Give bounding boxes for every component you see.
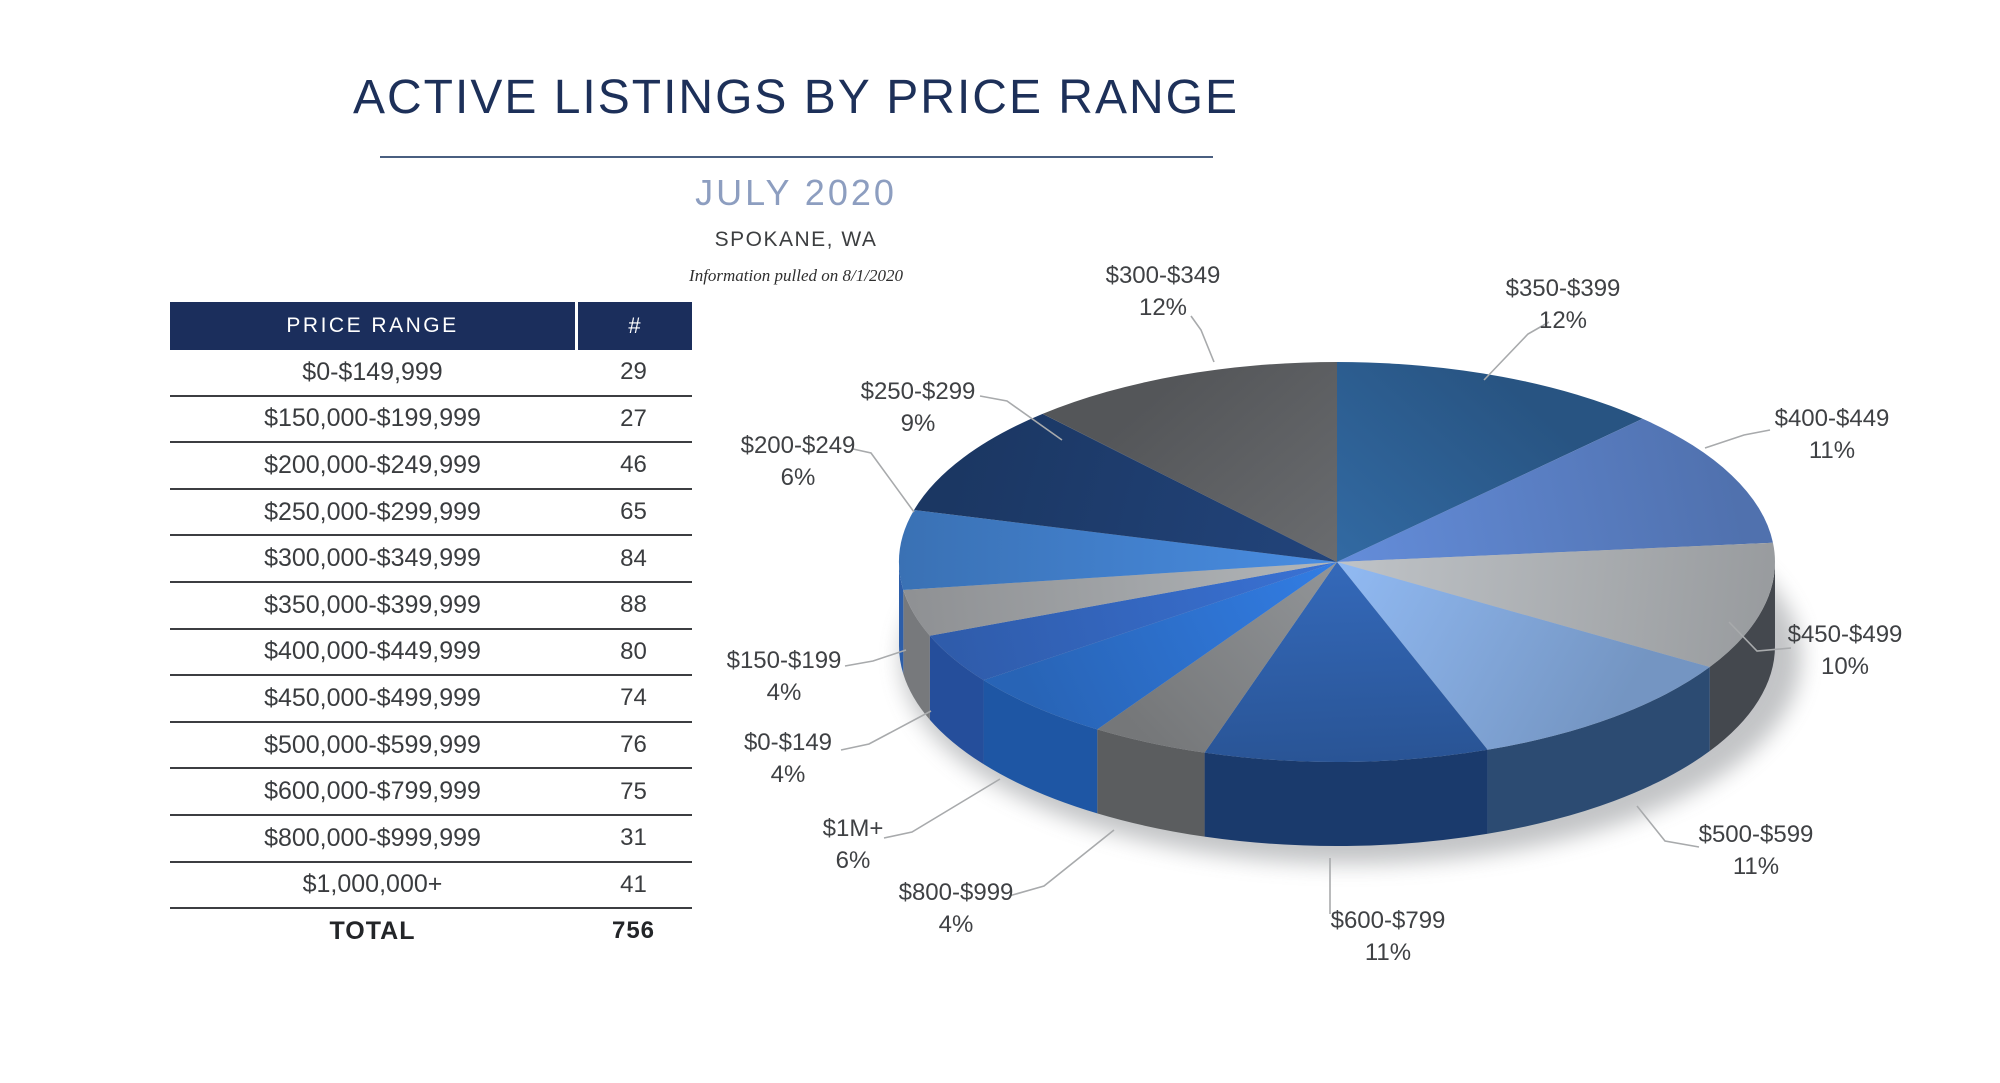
pie-label: $0-$149 4% (744, 729, 832, 788)
pie-slice (929, 562, 1337, 681)
pie-label: $450-$499 10% (1788, 621, 1903, 680)
cell-price-range: $500,000-$599,999 (264, 730, 481, 759)
table-row: $200,000-$249,999 46 (170, 443, 692, 490)
table-row: $1,000,000+ 41 (170, 863, 692, 910)
cell-price-range: $200,000-$249,999 (264, 450, 481, 479)
pie-leader-line (852, 448, 915, 513)
title-underline (380, 156, 1213, 158)
pie-slice (1337, 362, 1643, 562)
pie-label: $150-$199 4% (727, 647, 842, 706)
cell-count: 74 (620, 684, 647, 712)
pie-label: $250-$299 9% (861, 378, 976, 437)
pie-leader-line (883, 778, 1001, 839)
table-row: $600,000-$799,999 75 (170, 769, 692, 816)
pie-slice-rim (1709, 562, 1775, 752)
pie-leader-line (979, 395, 1063, 441)
pie-label: $350-$399 12% (1506, 275, 1621, 334)
pie-leader-line (1704, 429, 1771, 449)
table-total-row: TOTAL 756 (170, 909, 692, 954)
pie-slice-rim (929, 635, 984, 765)
cell-price-range: $150,000-$199,999 (264, 404, 481, 433)
cell-count: 29 (620, 358, 647, 386)
table-row: $0-$149,999 29 (170, 350, 692, 397)
subtitle-month: JULY 2020 (695, 172, 897, 213)
pie-slice-rim (1204, 749, 1488, 846)
pie-slice (1337, 562, 1710, 750)
pie-leader-line (1636, 805, 1700, 848)
pie-label: $600-$799 11% (1331, 907, 1446, 966)
pie-slice (903, 562, 1337, 636)
table-row: $150,000-$199,999 27 (170, 397, 692, 444)
cell-price-range: $250,000-$299,999 (264, 497, 481, 526)
cell-count: 27 (620, 404, 647, 432)
total-value: 756 (611, 917, 656, 945)
pie-slice (1337, 542, 1775, 668)
cell-count: 76 (620, 731, 647, 759)
cell-price-range: $600,000-$799,999 (264, 777, 481, 806)
location-label: SPOKANE, WA (714, 228, 878, 251)
table-header-row: PRICE RANGE # (170, 302, 692, 350)
pie-leader-line (1483, 321, 1550, 381)
table-header-price-range: PRICE RANGE (286, 314, 459, 337)
table-row: $500,000-$599,999 76 (170, 723, 692, 770)
page-title: ACTIVE LISTINGS BY PRICE RANGE (353, 71, 1239, 124)
cell-count: 84 (620, 544, 647, 572)
cell-price-range: $350,000-$399,999 (264, 590, 481, 619)
cell-price-range: $1,000,000+ (302, 870, 443, 899)
pie-label: $300-$349 12% (1106, 262, 1221, 321)
pie-slice (983, 562, 1337, 730)
pie-label: $500-$599 11% (1699, 821, 1814, 880)
cell-count: 31 (620, 824, 647, 852)
cell-count: 88 (620, 591, 647, 619)
cell-count: 75 (620, 777, 647, 805)
cell-price-range: $300,000-$349,999 (264, 544, 481, 573)
cell-count: 41 (620, 870, 647, 898)
pie-slice-rim (1487, 667, 1710, 834)
table-row: $800,000-$999,999 31 (170, 816, 692, 863)
pie-slice-rim (983, 680, 1098, 814)
table-row: $400,000-$449,999 80 (170, 630, 692, 677)
pie-label: $200-$249 6% (741, 432, 856, 491)
table-header-count: # (575, 302, 692, 350)
table-row: $350,000-$399,999 88 (170, 583, 692, 630)
cell-price-range: $800,000-$999,999 (264, 823, 481, 852)
table-body: $0-$149,999 29 $150,000-$199,999 27 $200,0… (170, 350, 692, 954)
data-note: Information pulled on 8/1/2020 (689, 266, 903, 285)
pie-leader-line (844, 649, 907, 667)
cell-price-range: $400,000-$449,999 (264, 637, 481, 666)
cell-count: 65 (620, 498, 647, 526)
table-row: $250,000-$299,999 65 (170, 490, 692, 537)
cell-count: 46 (620, 451, 647, 479)
pie-slice-rim (903, 589, 930, 720)
pie-slice (899, 509, 1337, 590)
cell-price-range: $450,000-$499,999 (264, 683, 481, 712)
pie-slice (1097, 562, 1337, 753)
pie-leader-line (840, 710, 932, 751)
pie-slice-rim (899, 562, 904, 674)
table-row: $450,000-$499,999 74 (170, 676, 692, 723)
pie-label: $800-$999 4% (899, 879, 1014, 938)
cell-count: 80 (620, 637, 647, 665)
pie-slice (1204, 562, 1488, 762)
pie-slice (1337, 418, 1773, 562)
pie-leader-line (1008, 829, 1115, 897)
pie-label: $1M+ 6% (823, 815, 884, 874)
pie-leader-line (1728, 621, 1792, 652)
pie-slice-rim (1097, 729, 1205, 837)
table-row: $300,000-$349,999 84 (170, 536, 692, 583)
pie-leader-line (1190, 315, 1215, 363)
pie-label: $400-$449 11% (1775, 405, 1890, 464)
price-table: PRICE RANGE # $0-$149,999 29 $150,000-$19… (170, 302, 692, 954)
pie-slice (1042, 362, 1337, 562)
total-label: TOTAL (329, 916, 416, 945)
pie-slice (914, 413, 1337, 562)
cell-price-range: $0-$149,999 (302, 357, 443, 386)
